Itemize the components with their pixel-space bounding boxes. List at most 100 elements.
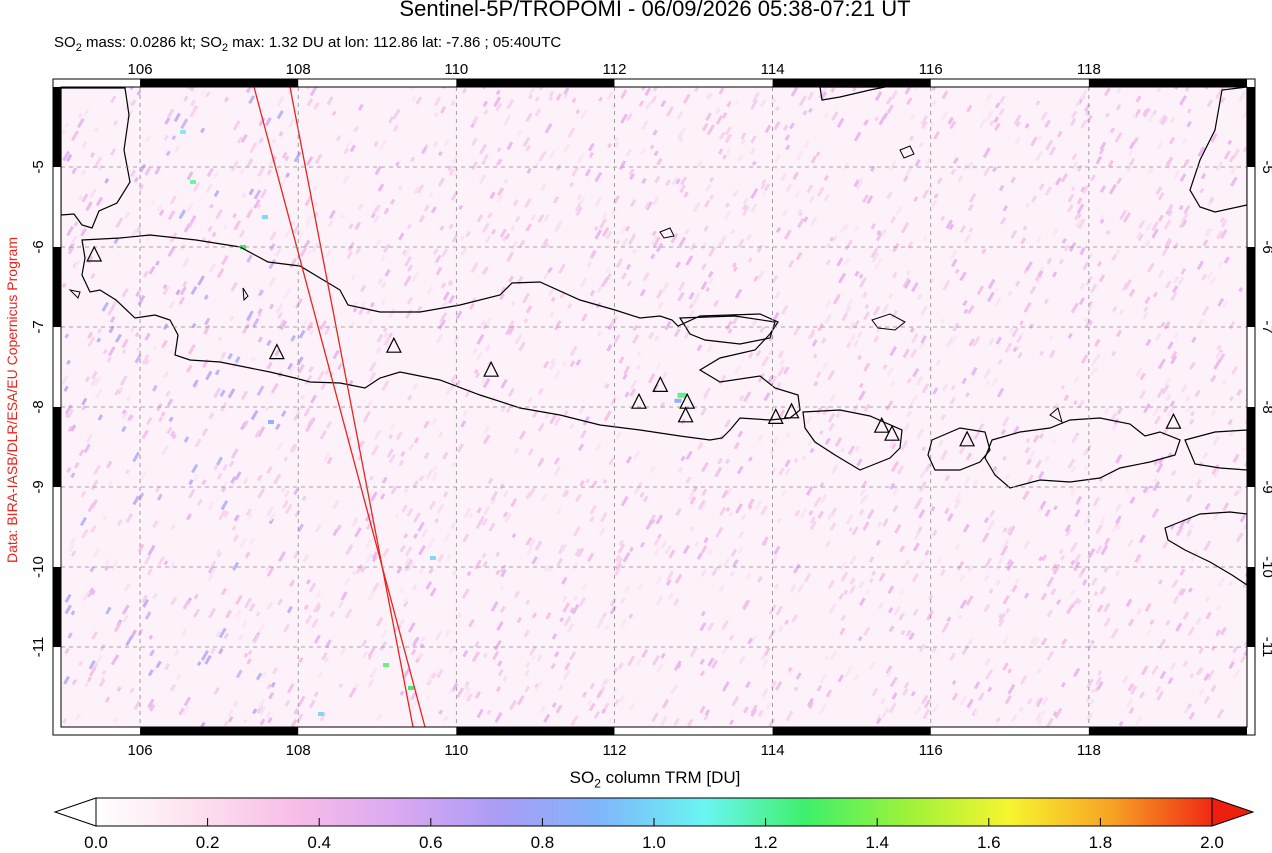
so2-pixel xyxy=(1155,463,1164,474)
so2-pixel xyxy=(295,298,303,309)
so2-pixel xyxy=(268,512,276,522)
so2-pixel xyxy=(701,488,708,497)
so2-pixel xyxy=(777,365,786,377)
so2-pixel xyxy=(1004,474,1010,480)
so2-pixel xyxy=(85,434,93,444)
so2-pixel xyxy=(808,510,814,516)
so2-pixel xyxy=(1158,214,1164,222)
so2-pixel xyxy=(285,172,291,178)
so2-pixel xyxy=(1040,710,1046,716)
so2-pixel xyxy=(313,101,320,110)
map-panel[interactable]: 1061061081081101101121121141141161161181… xyxy=(30,61,1272,759)
so2-pixel xyxy=(1107,472,1113,480)
so2-pixel xyxy=(973,709,979,715)
so2-pixel xyxy=(1034,697,1041,705)
so2-pixel xyxy=(598,527,606,536)
so2-pixel xyxy=(700,242,707,251)
so2-pixel xyxy=(793,686,799,692)
so2-pixel xyxy=(349,321,356,329)
so2-pixel xyxy=(771,436,779,446)
so2-pixel xyxy=(995,579,1001,586)
so2-pixel xyxy=(601,211,608,220)
so2-pixel xyxy=(674,573,683,584)
so2-pixel xyxy=(1220,218,1228,228)
so2-pixel xyxy=(1011,584,1018,593)
so2-pixel xyxy=(1055,177,1062,186)
so2-pixel xyxy=(1189,418,1195,425)
so2-pixel xyxy=(1128,707,1135,715)
so2-pixel xyxy=(601,226,610,237)
so2-pixel xyxy=(1220,96,1226,104)
so2-pixel xyxy=(678,136,684,143)
so2-pixel xyxy=(802,110,808,116)
so2-pixel xyxy=(348,223,354,230)
so2-pixel xyxy=(944,474,951,482)
so2-pixel xyxy=(561,489,569,498)
so2-pixel xyxy=(158,416,164,423)
so2-pixel xyxy=(614,568,621,577)
so2-pixel xyxy=(1079,250,1085,256)
so2-pixel xyxy=(773,545,781,555)
so2-pixel xyxy=(1099,218,1105,224)
so2-pixel xyxy=(868,556,875,564)
so2-pixel xyxy=(796,150,804,161)
so2-pixel xyxy=(655,242,664,253)
so2-pixel xyxy=(966,104,973,113)
so2-pixel xyxy=(257,312,263,318)
so2-pixel xyxy=(682,544,690,555)
so2-pixel xyxy=(632,324,638,331)
so2-pixel xyxy=(490,490,499,502)
so2-pixel xyxy=(1006,526,1013,534)
so2-pixel xyxy=(1155,332,1162,341)
so2-pixel xyxy=(647,373,656,384)
so2-pixel xyxy=(578,443,585,452)
so2-pixel xyxy=(368,371,377,383)
so2-pixel xyxy=(737,546,744,555)
so2-pixel xyxy=(77,112,83,119)
so2-pixel xyxy=(1180,268,1187,275)
so2-pixel xyxy=(767,348,774,356)
so2-pixel xyxy=(1020,237,1027,245)
so2-pixel xyxy=(1025,261,1033,272)
volcano-markers xyxy=(86,245,1182,447)
so2-pixel xyxy=(1080,119,1088,129)
so2-pixel xyxy=(235,609,242,618)
so2-pixel xyxy=(89,188,97,199)
so2-pixel xyxy=(577,547,585,558)
frame-bar-bottom xyxy=(456,727,615,735)
so2-pixel xyxy=(167,246,176,257)
so2-pixel xyxy=(920,335,927,344)
so2-pixel xyxy=(552,195,560,204)
so2-pixel xyxy=(236,136,243,144)
so2-pixel xyxy=(534,96,540,103)
so2-pixel xyxy=(1030,136,1038,147)
so2-pixel xyxy=(994,296,1002,307)
so2-pixel xyxy=(790,87,799,97)
so2-pixel xyxy=(892,242,900,253)
so2-pixel xyxy=(354,527,362,538)
so2-pixel xyxy=(848,333,856,343)
so2-pixel xyxy=(71,679,77,686)
so2-pixel xyxy=(380,493,386,500)
so2-pixel xyxy=(1124,486,1130,493)
so2-pixel xyxy=(589,504,597,515)
so2-pixel xyxy=(1048,146,1057,156)
so2-pixel xyxy=(699,658,705,665)
so2-pixel xyxy=(849,555,857,566)
so2-pixel xyxy=(108,325,115,334)
so2-pixel xyxy=(572,595,578,602)
so2-pixel xyxy=(1070,302,1079,314)
so2-pixel xyxy=(715,115,723,125)
so2-pixel xyxy=(635,364,641,370)
so2-pixel xyxy=(1044,509,1051,517)
so2-pixel xyxy=(297,363,305,374)
so2-pixel xyxy=(146,568,153,576)
so2-pixel xyxy=(182,257,190,268)
so2-pixel xyxy=(791,614,798,623)
so2-pixel xyxy=(442,291,450,301)
so2-pixel xyxy=(1232,668,1241,680)
so2-pixel xyxy=(639,288,646,297)
so2-pixel xyxy=(543,213,550,222)
so2-pixel xyxy=(794,509,801,517)
so2-pixel xyxy=(1188,587,1193,593)
